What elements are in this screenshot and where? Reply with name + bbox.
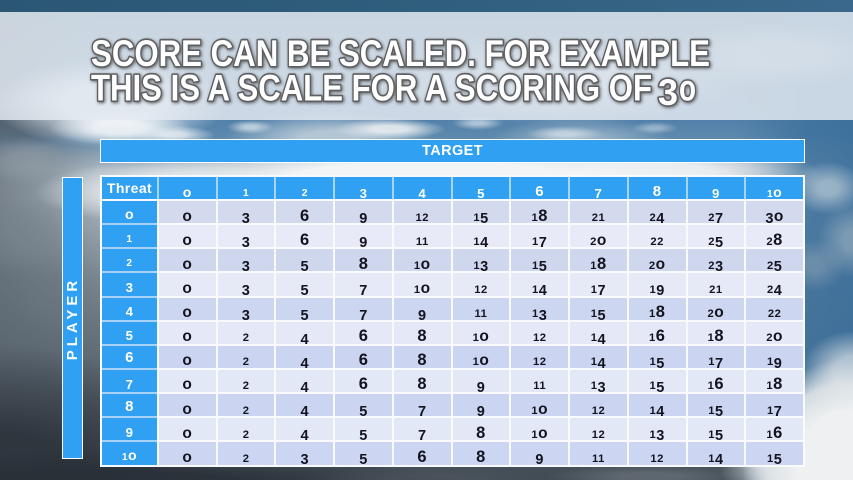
svg-text:SCORE CAN BE SCALED. FOR EXAMP: SCORE CAN BE SCALED. FOR EXAMPLE: [91, 33, 710, 74]
svg-text:o: o: [679, 68, 696, 109]
svg-text:THIS IS A SCALE FOR A SCORING: THIS IS A SCALE FOR A SCORING OF: [91, 68, 652, 109]
svg-text:3: 3: [658, 72, 678, 113]
